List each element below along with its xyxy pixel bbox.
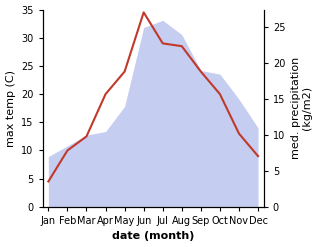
Y-axis label: med. precipitation
(kg/m2): med. precipitation (kg/m2) <box>291 57 313 159</box>
Y-axis label: max temp (C): max temp (C) <box>5 70 16 147</box>
X-axis label: date (month): date (month) <box>112 231 194 242</box>
